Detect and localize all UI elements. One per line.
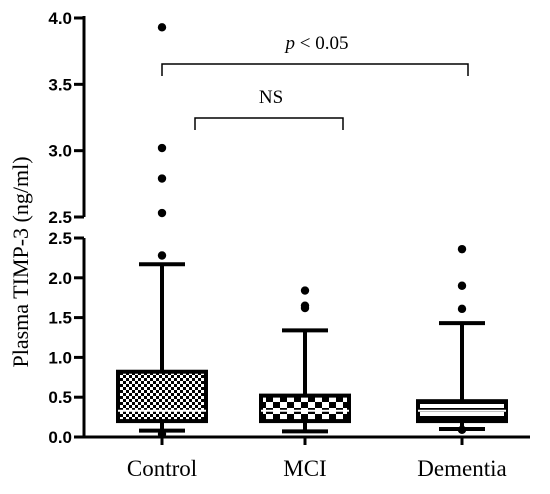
- outlier-point: [300, 286, 310, 295]
- category-label: MCI: [283, 456, 326, 481]
- p-value: < 0.05: [295, 33, 348, 54]
- bracket-label: p < 0.05: [284, 33, 349, 54]
- category-label: Control: [127, 456, 197, 481]
- bracket-label: NS: [259, 87, 283, 108]
- lower-tick-label: 1.5: [48, 309, 72, 328]
- outlier-point: [457, 281, 467, 290]
- box-control: [116, 23, 208, 439]
- significance-bracket: p < 0.05: [161, 33, 469, 76]
- upper-tick-label: 3.0: [48, 142, 72, 161]
- outlier-point: [157, 143, 167, 153]
- lower-tick-label: 2.5: [48, 229, 72, 248]
- lower-tick-label: 0.5: [48, 388, 72, 407]
- outlier-point: [157, 23, 167, 32]
- significance-bracket: NS: [194, 87, 344, 130]
- lower-tick-label: 0.0: [48, 428, 72, 447]
- significance-annotations: NS p < 0.05: [161, 33, 469, 130]
- bracket-line: [194, 117, 344, 130]
- box-iqr: [116, 369, 208, 424]
- boxes: [116, 23, 508, 439]
- outlier-point: [157, 208, 167, 218]
- outlier-point: [157, 251, 167, 260]
- upper-tick-label: 4.0: [48, 9, 72, 28]
- box-dementia: [416, 244, 508, 435]
- outlier-point: [457, 425, 467, 435]
- lower-tick-label: 2.0: [48, 269, 72, 288]
- category-label: Dementia: [417, 456, 506, 481]
- y-axis-ticks: 0.0 0.5 1.0 1.5 2.0 2.5 2.5 3.0 3.5 4.0: [48, 9, 84, 447]
- outlier-point: [157, 429, 167, 439]
- upper-tick-label: 3.5: [48, 75, 72, 94]
- box-mci: [259, 286, 351, 434]
- box-iqr: [259, 393, 351, 424]
- outlier-point: [300, 301, 310, 310]
- lower-tick-label: 1.0: [48, 348, 72, 367]
- y-axis-label: Plasma TIMP-3 (ng/ml): [8, 156, 33, 367]
- outlier-point: [457, 244, 467, 254]
- upper-tick-label: 2.5: [48, 208, 72, 227]
- outlier-point: [157, 174, 167, 183]
- x-axis-categories: Control MCI Dementia: [127, 437, 507, 481]
- bracket-line: [161, 63, 469, 76]
- outlier-point: [457, 304, 467, 314]
- p-symbol: p: [284, 33, 296, 54]
